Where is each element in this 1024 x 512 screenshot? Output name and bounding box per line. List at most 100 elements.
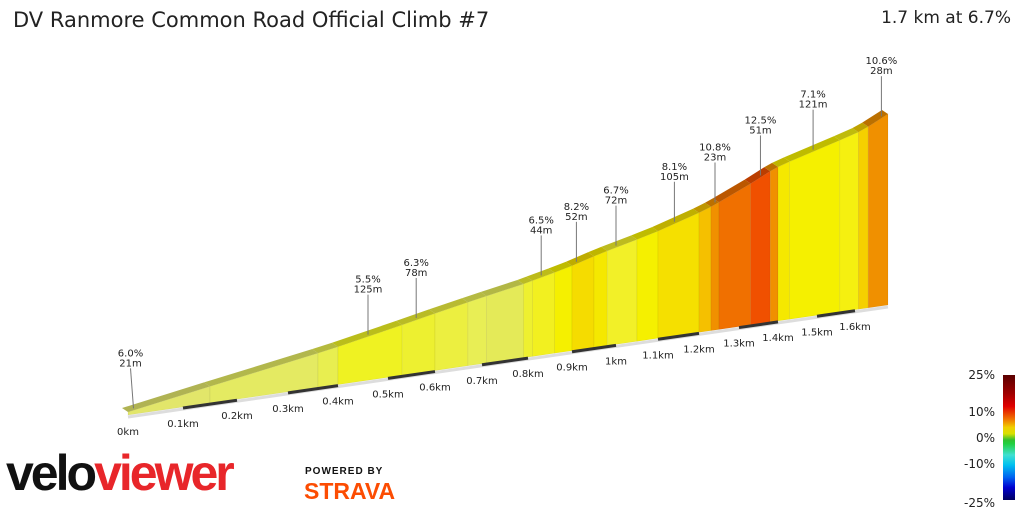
annotation-grade: 6.0%	[118, 348, 143, 359]
annotation-grade: 5.5%	[355, 275, 380, 286]
x-tick-label: 1.4km	[762, 333, 793, 344]
segment-top-edge	[852, 122, 869, 133]
annotation-grade: 8.1%	[662, 162, 687, 173]
distance-scale-bar	[571, 343, 617, 354]
climb-summary: 1.7 km at 6.7%	[881, 8, 1011, 28]
gradient-segment	[769, 166, 779, 323]
x-tick-label: 1.5km	[801, 327, 832, 338]
logo-viewer: viewer	[94, 445, 235, 501]
annotation-length: 121m	[799, 100, 828, 111]
annotation-length: 125m	[354, 285, 383, 296]
gradient-segment	[657, 212, 700, 339]
x-tick-label: 1km	[605, 356, 627, 367]
x-tick-label: 0.4km	[322, 397, 353, 408]
segment-top-edge	[744, 167, 771, 184]
segment-top-edge	[783, 136, 840, 162]
gradient-segment	[532, 272, 555, 357]
gradient-segment	[486, 283, 524, 364]
distance-scale-bar	[481, 356, 529, 367]
segment-top-edge	[548, 261, 572, 273]
veloviewer-logo[interactable]: veloviewer	[6, 445, 235, 501]
gradient-segment	[606, 239, 638, 346]
gradient-segment	[867, 113, 889, 309]
segment-top-edge	[764, 162, 778, 172]
strava-logo[interactable]: STRAVA	[304, 478, 396, 504]
annotation-length: 21m	[119, 358, 141, 369]
gradient-segment	[718, 183, 752, 330]
segment-top-edge	[312, 342, 338, 354]
annotation-length: 105m	[660, 172, 689, 183]
distance-scale-bar	[387, 370, 436, 380]
gradient-segment	[839, 131, 859, 313]
segment-top-edge	[204, 349, 318, 387]
segment-top-edge	[517, 276, 533, 284]
powered-by-label: POWERED BY	[305, 466, 384, 477]
segment-top-edge	[461, 292, 487, 303]
gradient-legend-bar	[1003, 375, 1015, 500]
annotation-grade: 8.2%	[564, 202, 589, 213]
x-tick-label: 0.5km	[372, 389, 403, 400]
x-tick-label: 0.6km	[419, 383, 450, 394]
segment-top-edge	[652, 208, 699, 232]
annotation-length: 52m	[565, 212, 587, 223]
annotation-grade: 10.8%	[699, 142, 731, 153]
annotation-length: 51m	[749, 125, 771, 136]
legend-label: 10%	[968, 405, 995, 419]
segment-top-edge	[122, 382, 210, 412]
annotation-length: 78m	[405, 268, 427, 279]
annotation-grade: 6.7%	[603, 186, 628, 197]
gradient-segment	[434, 301, 469, 371]
climb-title: DV Ranmore Common Road Official Climb #7	[13, 8, 490, 32]
gradient-segment	[777, 161, 791, 322]
gradient-segment	[710, 201, 720, 331]
gradient-segment	[698, 206, 712, 333]
annotation-grade: 6.5%	[528, 215, 553, 226]
x-tick-label: 1.3km	[723, 339, 754, 350]
segment-top-edge	[566, 252, 594, 266]
x-tick-label: 0.1km	[167, 419, 198, 430]
segment-top-edge	[713, 179, 751, 203]
gradient-segment	[750, 170, 771, 326]
legend-label: -25%	[963, 496, 995, 510]
segment-top-edge	[396, 309, 435, 325]
gradient-segment	[593, 250, 608, 348]
annotation-leader-line	[130, 368, 134, 409]
segment-top-edge	[693, 202, 711, 213]
annotation-grade: 6.3%	[403, 258, 428, 269]
x-tick-label: 1.2km	[683, 344, 714, 355]
x-tick-label: 0.2km	[221, 411, 252, 422]
segment-top-edge	[429, 298, 468, 314]
x-tick-label: 0.7km	[466, 376, 497, 387]
gradient-segment	[857, 126, 869, 310]
segment-top-edge	[772, 157, 790, 167]
legend-label: -10%	[963, 457, 995, 471]
segment-top-edge	[480, 279, 524, 297]
segment-top-edge	[588, 246, 608, 257]
legend-label: 0%	[975, 431, 995, 445]
distance-scale-bar	[738, 320, 779, 330]
x-tick-label: 0.3km	[272, 404, 303, 415]
gradient-segment	[571, 255, 595, 352]
gradient-segment	[554, 265, 573, 354]
annotation-grade: 7.1%	[800, 90, 825, 101]
distance-scale-bar	[657, 331, 700, 341]
distance-scale-bar	[287, 384, 339, 395]
distance-scale-bar	[182, 398, 238, 410]
gradient-segment	[789, 139, 841, 320]
segment-top-edge	[526, 268, 555, 281]
segment-top-edge	[631, 227, 658, 240]
annotation-length: 28m	[870, 66, 892, 77]
legend-label: 25%	[968, 368, 995, 382]
gradient-segment	[523, 280, 533, 359]
annotation-grade: 10.6%	[866, 56, 898, 67]
logo-velo: velo	[6, 445, 97, 501]
x-tick-label: 1.6km	[839, 322, 870, 333]
x-tick-label: 0.9km	[556, 363, 587, 374]
x-tick-label: 1.1km	[642, 350, 673, 361]
gradient-segment	[467, 295, 487, 367]
gradient-segment	[636, 230, 659, 342]
segment-top-edge	[601, 235, 637, 251]
annotation-length: 44m	[530, 225, 552, 236]
gradient-segment	[317, 346, 339, 388]
